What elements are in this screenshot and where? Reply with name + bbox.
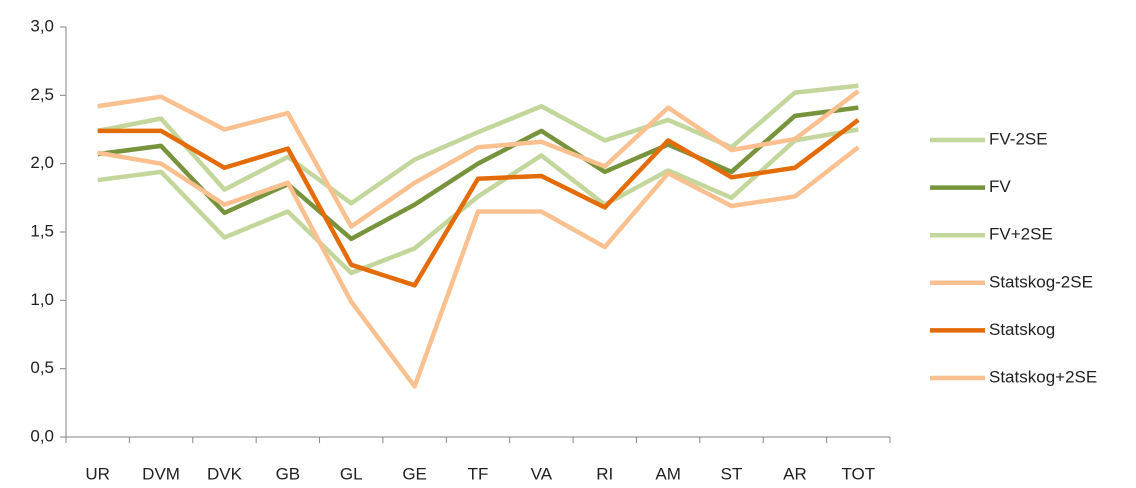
x-tick-label: GL [340, 464, 363, 483]
legend-label: Statskog-2SE [989, 272, 1093, 291]
legend-label: FV-2SE [989, 129, 1048, 148]
x-tick-label: UR [85, 464, 110, 483]
y-tick-label: 2,0 [30, 153, 54, 172]
series-line [97, 145, 860, 389]
x-tick-label: ST [721, 464, 743, 483]
series-line [97, 89, 860, 229]
y-tick-label: 1,5 [30, 221, 54, 240]
legend-label: Statskog+2SE [989, 367, 1097, 386]
x-tick-label: TF [468, 464, 489, 483]
y-tick-label: 3,0 [30, 16, 54, 35]
x-tick-label: AM [655, 464, 681, 483]
x-tick-label: GB [276, 464, 301, 483]
x-tick-label: RI [596, 464, 613, 483]
legend-label: FV+2SE [989, 225, 1053, 244]
series-line [97, 127, 859, 276]
series-line [97, 118, 860, 288]
x-tick-label: TOT [841, 464, 875, 483]
series-line [97, 83, 859, 206]
series-line [97, 105, 859, 242]
legend-label: FV [989, 177, 1011, 196]
legend-label: Statskog [989, 320, 1055, 339]
x-tick-label: DVM [142, 464, 180, 483]
x-tick-label: DVK [207, 464, 243, 483]
y-tick-label: 2,5 [30, 85, 54, 104]
x-tick-label: GE [402, 464, 427, 483]
y-tick-label: 0,0 [30, 426, 54, 445]
y-tick-label: 0,5 [30, 358, 54, 377]
x-tick-label: AR [783, 464, 807, 483]
y-tick-label: 1,0 [30, 290, 54, 309]
x-tick-label: VA [531, 464, 553, 483]
